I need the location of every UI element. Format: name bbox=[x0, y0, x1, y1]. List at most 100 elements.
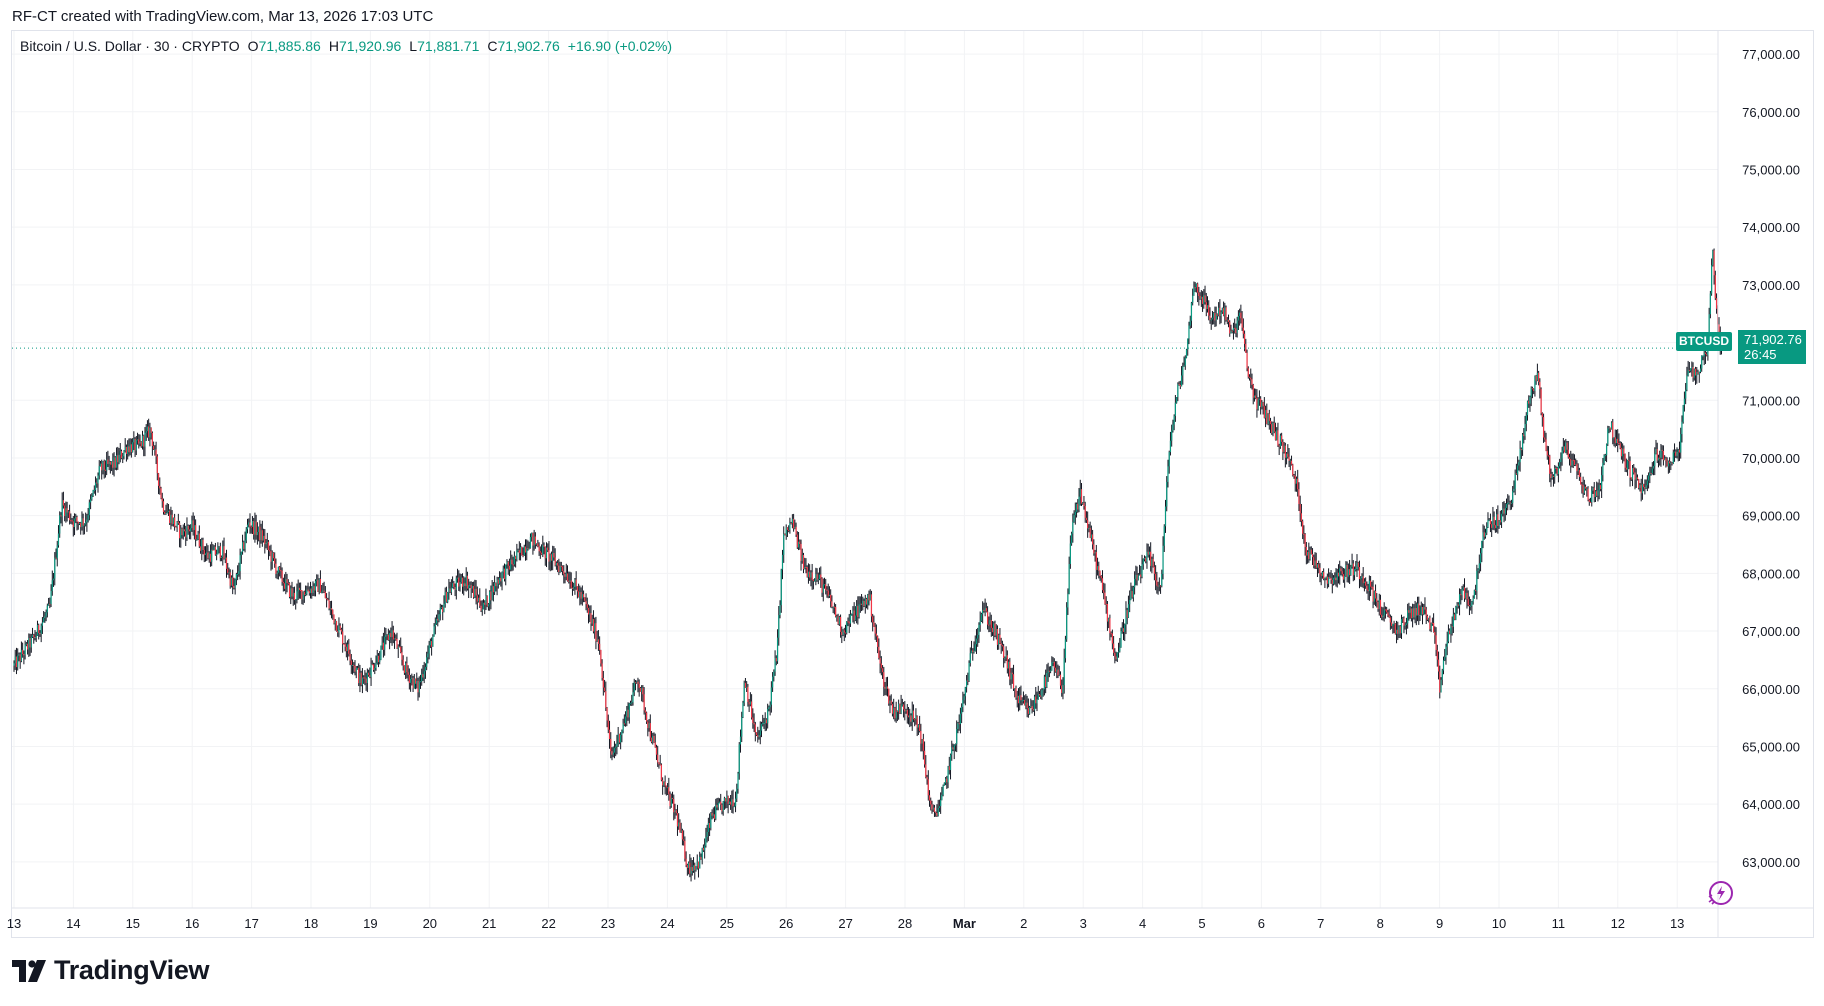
candle-body bbox=[1646, 480, 1648, 486]
chart-frame[interactable] bbox=[11, 30, 1814, 938]
candle-body bbox=[505, 564, 507, 580]
candle-body bbox=[1213, 312, 1215, 318]
candle-body bbox=[1171, 430, 1173, 441]
candle-body bbox=[1370, 580, 1372, 587]
candle-body bbox=[907, 715, 910, 718]
candle-body bbox=[1240, 312, 1242, 319]
candle-body bbox=[1251, 379, 1253, 385]
candle-body bbox=[393, 638, 396, 640]
candle-body bbox=[1262, 402, 1264, 407]
candle-body bbox=[857, 605, 859, 617]
candle-body bbox=[986, 611, 989, 625]
candle-body bbox=[65, 508, 67, 517]
candle-body bbox=[1264, 410, 1267, 418]
candle-body bbox=[1214, 312, 1216, 321]
candle-body bbox=[1529, 396, 1531, 404]
lightning-icon[interactable] bbox=[1705, 878, 1735, 908]
candle-body bbox=[212, 549, 214, 551]
candle-body bbox=[1003, 646, 1005, 659]
candle-body bbox=[1556, 468, 1558, 475]
candle-body bbox=[948, 766, 950, 771]
candle-body bbox=[1155, 573, 1157, 581]
candle-body bbox=[330, 608, 333, 610]
candle-body bbox=[276, 572, 278, 574]
candle-body bbox=[1289, 460, 1291, 462]
candle-body bbox=[1457, 604, 1459, 606]
candle-body bbox=[1486, 527, 1488, 533]
candle-body bbox=[895, 711, 897, 719]
candle-body bbox=[1292, 464, 1294, 476]
candle-body bbox=[620, 734, 622, 743]
candle-body bbox=[733, 806, 735, 808]
x-tick-label: 16 bbox=[185, 916, 199, 931]
candle-body bbox=[539, 551, 541, 553]
candle-body bbox=[1325, 576, 1327, 579]
candle-body bbox=[1038, 694, 1041, 696]
x-tick-label: 6 bbox=[1258, 916, 1265, 931]
candle-body bbox=[648, 723, 650, 729]
candle-body bbox=[306, 589, 308, 594]
candle-body bbox=[1613, 437, 1615, 439]
candle-body bbox=[1355, 569, 1357, 571]
candle-body bbox=[746, 686, 748, 688]
candle-body bbox=[1502, 508, 1504, 514]
candle-body bbox=[1493, 516, 1495, 526]
candle-body bbox=[267, 541, 270, 551]
candle-body bbox=[1691, 367, 1693, 369]
candle-body bbox=[198, 533, 200, 547]
candle-body bbox=[943, 782, 945, 786]
candle-body bbox=[1122, 628, 1125, 632]
candle-body bbox=[1305, 546, 1307, 556]
symbol-price-tag[interactable]: BTCUSD bbox=[1676, 332, 1732, 351]
candle-body bbox=[879, 657, 881, 664]
candle-body bbox=[687, 862, 690, 868]
candle-body bbox=[799, 541, 801, 544]
candle-body bbox=[1353, 569, 1356, 576]
symbol-description[interactable]: Bitcoin / U.S. Dollar · 30 · CRYPTO bbox=[20, 38, 240, 54]
candle-body bbox=[936, 813, 938, 816]
candle-body bbox=[376, 655, 378, 663]
candle-body bbox=[563, 571, 565, 575]
candle-body bbox=[197, 533, 199, 540]
candle-body bbox=[1437, 659, 1440, 672]
candle-body bbox=[1095, 551, 1097, 570]
close-value: 71,902.76 bbox=[497, 38, 560, 54]
candle-body bbox=[652, 735, 654, 743]
candle-body bbox=[570, 580, 572, 588]
candle-body bbox=[827, 590, 829, 597]
candle-body bbox=[578, 591, 580, 598]
candle-body bbox=[601, 663, 603, 679]
candle-body bbox=[1351, 563, 1353, 567]
candle-body bbox=[826, 589, 828, 591]
candle-body bbox=[448, 588, 450, 593]
candle-body bbox=[293, 592, 296, 601]
last-price-value: 71,902.76 bbox=[1744, 332, 1802, 347]
candle-body bbox=[748, 701, 750, 705]
candle-body bbox=[1341, 571, 1343, 575]
candle-body bbox=[1659, 457, 1661, 459]
candle-body bbox=[965, 680, 968, 688]
tradingview-logo[interactable]: TradingView bbox=[12, 955, 210, 986]
candle-body bbox=[1357, 562, 1359, 568]
candle-body bbox=[1603, 455, 1605, 464]
candle-body bbox=[207, 552, 209, 559]
x-tick-label: 8 bbox=[1377, 916, 1384, 931]
candle-body bbox=[92, 490, 94, 496]
candle-body bbox=[359, 672, 361, 684]
candle-body bbox=[1230, 330, 1232, 334]
candle-body bbox=[241, 542, 244, 552]
candle-body bbox=[669, 794, 671, 807]
candle-body bbox=[1387, 612, 1389, 616]
candle-body bbox=[134, 439, 136, 451]
candle-body bbox=[1269, 420, 1272, 425]
candle-body bbox=[768, 707, 770, 710]
candle-body bbox=[1498, 520, 1500, 526]
chart-caption: RF-CT created with TradingView.com, Mar … bbox=[12, 8, 434, 25]
candle-body bbox=[906, 709, 908, 716]
candle-body bbox=[1629, 461, 1631, 478]
candle-body bbox=[723, 798, 726, 802]
candle-body bbox=[103, 461, 105, 470]
candle-body bbox=[1452, 614, 1454, 627]
candle-body bbox=[1190, 302, 1193, 321]
